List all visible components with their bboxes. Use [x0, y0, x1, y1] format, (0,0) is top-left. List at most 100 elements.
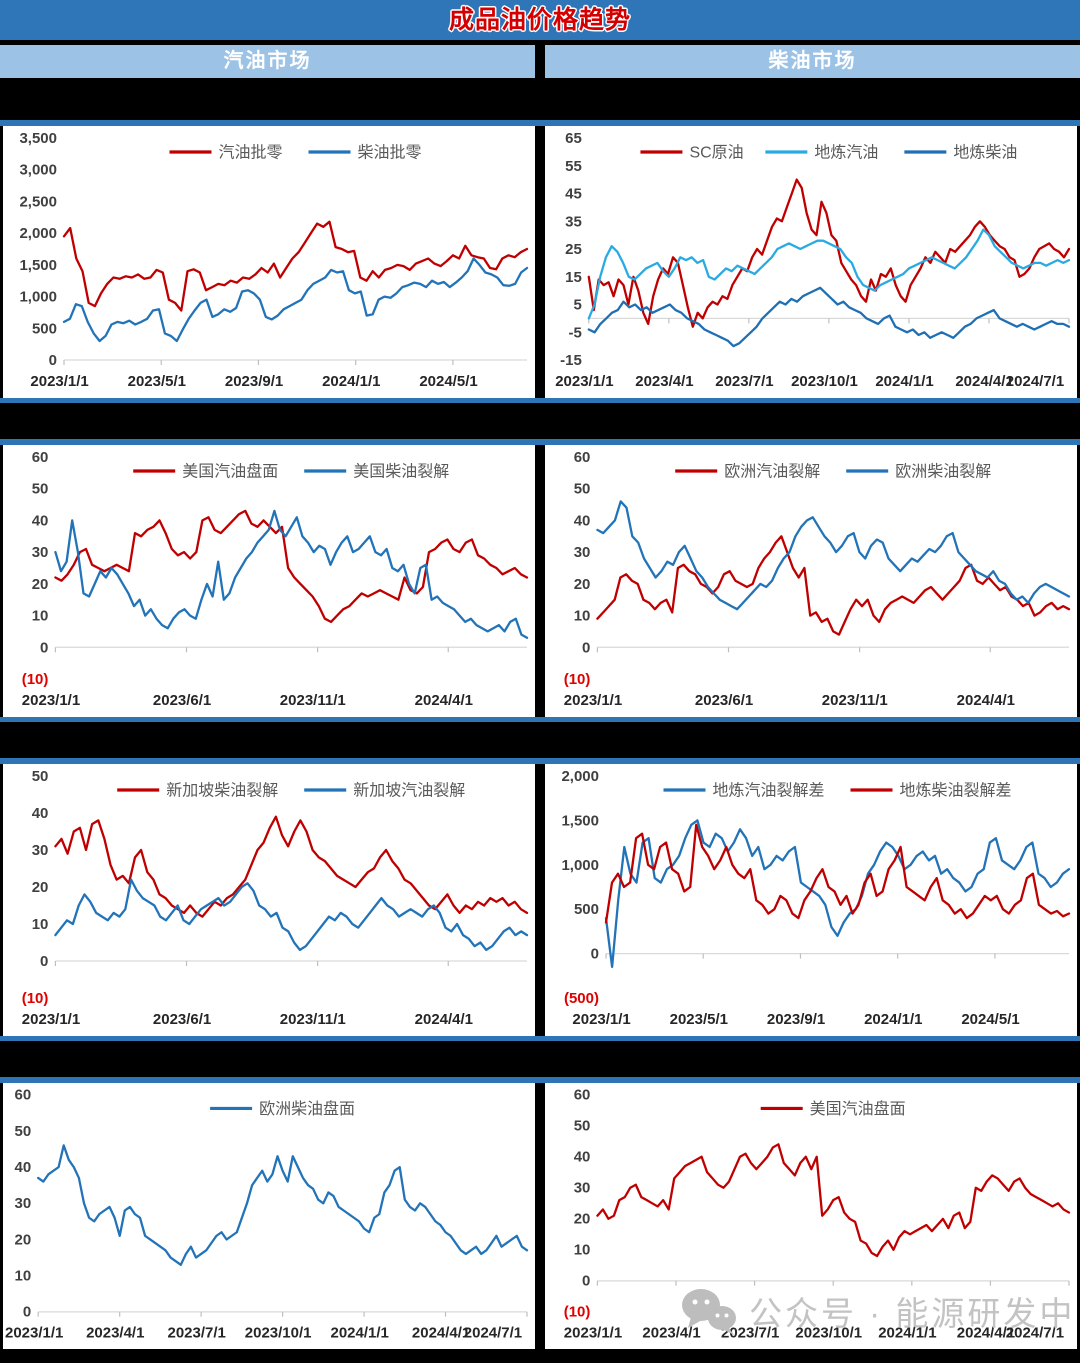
svg-text:50: 50: [574, 481, 591, 498]
column-divider: [535, 1083, 545, 1349]
svg-text:2023/1/1: 2023/1/1: [572, 1011, 630, 1028]
black-bottom-bar: [0, 1349, 1080, 1363]
chart-cell-europe-diesel-board: 0 10 20 30 40 50 60 2023/1/1 2023/4/1 2023/7/1 202…: [3, 1083, 535, 1349]
svg-text:2023/6/1: 2023/6/1: [153, 1011, 211, 1028]
svg-text:15: 15: [565, 269, 582, 286]
svg-text:0: 0: [49, 352, 57, 369]
svg-text:60: 60: [32, 449, 49, 466]
svg-text:2024/4/1: 2024/4/1: [412, 1325, 470, 1341]
chart-refinery-gasoline-diesel-crack-spread: (500) 0 500 1,000 1,500 2,000 2023/1/1 2023/5/1…: [561, 768, 1071, 1028]
svg-text:SC原油: SC原油: [689, 144, 743, 162]
svg-text:2024/7/1: 2024/7/1: [1006, 1325, 1064, 1341]
svg-text:2023/1/1: 2023/1/1: [22, 692, 80, 709]
svg-text:2024/4/1: 2024/4/1: [415, 692, 473, 709]
chart-europe-diesel-board: 0 10 20 30 40 50 60 2023/1/1 2023/4/1 2023/7/1 202…: [5, 1088, 529, 1341]
svg-text:40: 40: [574, 512, 591, 529]
svg-text:10: 10: [15, 1269, 32, 1285]
svg-text:40: 40: [15, 1160, 32, 1176]
redacted-title-band-3: [0, 717, 1080, 764]
redacted-title-band-1: [0, 78, 1080, 126]
svg-text:25: 25: [565, 241, 582, 258]
svg-text:2024/1/1: 2024/1/1: [330, 1325, 388, 1341]
svg-text:2,500: 2,500: [19, 193, 57, 210]
svg-text:2,000: 2,000: [19, 225, 57, 242]
svg-text:(10): (10): [22, 671, 49, 688]
svg-text:3,500: 3,500: [19, 130, 57, 147]
chart-us-gasoline-board-diesel-crack: (10) 0 10 20 30 40 50 60 2023/1/1 2023/6/1 2023/11…: [22, 449, 529, 709]
svg-text:2023/11/1: 2023/11/1: [280, 1011, 346, 1028]
svg-text:2024/1/1: 2024/1/1: [875, 373, 933, 390]
svg-text:30: 30: [32, 544, 49, 561]
svg-text:2023/7/1: 2023/7/1: [168, 1325, 226, 1341]
chart-row-2: (10) 0 10 20 30 40 50 60 2023/1/1 2023/6/1 2023/11…: [0, 445, 1080, 717]
svg-text:2023/5/1: 2023/5/1: [670, 1011, 728, 1028]
svg-text:2024/7/1: 2024/7/1: [1006, 373, 1064, 390]
chart-singapore-diesel-gasoline-crack: (10) 0 10 20 30 40 50 2023/1/1 2023/6/1 2023/11/1…: [22, 768, 529, 1028]
svg-text:20: 20: [32, 576, 49, 593]
column-header-divider: [535, 45, 545, 78]
svg-text:0: 0: [582, 1274, 590, 1290]
svg-text:地炼汽油: 地炼汽油: [814, 144, 878, 162]
report-title-bar: 成品油价格趋势: [0, 0, 1080, 40]
svg-text:2023/1/1: 2023/1/1: [22, 1011, 80, 1028]
svg-text:5: 5: [573, 297, 581, 314]
chart-row-3: (10) 0 10 20 30 40 50 2023/1/1 2023/6/1 2023/11/1…: [0, 764, 1080, 1036]
svg-text:2024/4/1: 2024/4/1: [415, 1011, 473, 1028]
svg-text:2024/5/1: 2024/5/1: [961, 1011, 1019, 1028]
svg-text:汽油批零: 汽油批零: [219, 144, 283, 162]
svg-text:40: 40: [32, 512, 49, 529]
chart-europe-gasoline-diesel-crack: (10) 0 10 20 30 40 50 60 2023/1/1 2023/6/1 2023/11…: [564, 449, 1071, 709]
svg-text:500: 500: [574, 901, 599, 918]
svg-text:2023/1/1: 2023/1/1: [30, 373, 88, 390]
svg-text:2024/1/1: 2024/1/1: [322, 373, 380, 390]
svg-text:2023/9/1: 2023/9/1: [225, 373, 283, 390]
column-headers: 汽油市场 柴油市场: [0, 45, 1080, 78]
svg-text:50: 50: [32, 768, 49, 785]
svg-text:30: 30: [15, 1196, 32, 1212]
svg-text:2023/7/1: 2023/7/1: [721, 1325, 779, 1341]
redacted-title-band-4: [0, 1036, 1080, 1083]
chart-cell-us-gasoline-board: (10) 0 10 20 30 40 50 60 2023/1/1 2023/4/1 2023/7/…: [545, 1083, 1077, 1349]
svg-text:1,000: 1,000: [19, 289, 57, 306]
svg-text:2024/4/1: 2024/4/1: [955, 373, 1013, 390]
column-divider: [535, 126, 545, 398]
column-header-gasoline-market: 汽油市场: [0, 45, 535, 78]
svg-text:10: 10: [574, 1243, 591, 1259]
svg-text:2023/10/1: 2023/10/1: [245, 1325, 312, 1341]
svg-text:(10): (10): [564, 671, 591, 688]
svg-text:0: 0: [591, 946, 599, 963]
svg-text:0: 0: [23, 1305, 31, 1321]
chart-cell-refinery-crack-spreads: (500) 0 500 1,000 1,500 2,000 2023/1/1 2023/5/1…: [545, 764, 1077, 1036]
chart-cell-singapore-cracks: (10) 0 10 20 30 40 50 2023/1/1 2023/6/1 2023/11/1…: [3, 764, 535, 1036]
svg-text:0: 0: [40, 639, 48, 656]
chart-us-gasoline-board: (10) 0 10 20 30 40 50 60 2023/1/1 2023/4/1 2023/7/…: [564, 1088, 1071, 1341]
svg-text:2024/4/1: 2024/4/1: [957, 1325, 1015, 1341]
svg-text:2024/1/1: 2024/1/1: [878, 1325, 936, 1341]
chart-sc-crude-refinery-gasoline-diesel: -15 -5 5 15 25 35 45 55 65 2023/1/1 2023/4/1 2023/7…: [555, 130, 1071, 390]
svg-text:60: 60: [15, 1088, 32, 1104]
svg-text:2024/4/1: 2024/4/1: [957, 692, 1015, 709]
svg-text:(10): (10): [564, 1305, 591, 1321]
redacted-title-band-2: [0, 398, 1080, 445]
svg-text:500: 500: [32, 320, 57, 337]
svg-text:0: 0: [40, 953, 48, 970]
svg-text:55: 55: [565, 158, 582, 175]
page-title: 成品油价格趋势: [448, 6, 631, 34]
svg-text:欧洲柴油裂解: 欧洲柴油裂解: [895, 463, 991, 481]
svg-text:2023/10/1: 2023/10/1: [795, 1325, 862, 1341]
svg-text:2023/4/1: 2023/4/1: [642, 1325, 700, 1341]
svg-text:新加坡汽油裂解: 新加坡汽油裂解: [353, 782, 465, 800]
chart-row-1: 0 500 1,000 1,500 2,000 2,500 3,000 3,500 2023/1…: [0, 126, 1080, 398]
svg-text:2023/1/1: 2023/1/1: [555, 373, 613, 390]
svg-text:2023/6/1: 2023/6/1: [695, 692, 753, 709]
svg-text:20: 20: [32, 879, 49, 896]
svg-text:(10): (10): [22, 990, 49, 1007]
column-divider: [535, 445, 545, 717]
chart-row-4: 0 10 20 30 40 50 60 2023/1/1 2023/4/1 2023/7/1 202…: [0, 1083, 1080, 1349]
svg-text:欧洲柴油盘面: 欧洲柴油盘面: [259, 1099, 355, 1118]
svg-text:3,000: 3,000: [19, 162, 57, 179]
svg-text:2023/5/1: 2023/5/1: [128, 373, 186, 390]
svg-text:10: 10: [32, 608, 49, 625]
svg-text:1,500: 1,500: [19, 257, 57, 274]
